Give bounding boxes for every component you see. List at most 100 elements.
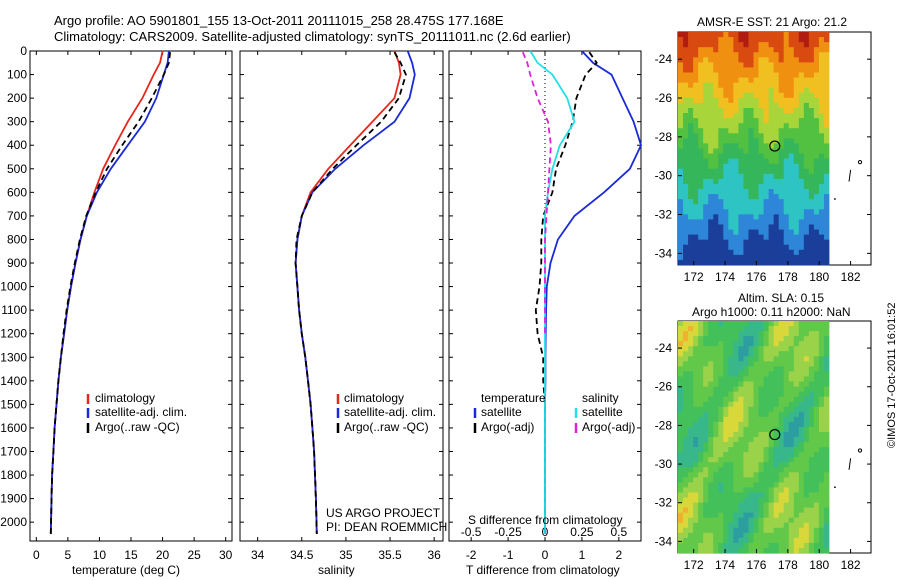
sst-map-cell [683,229,689,236]
sla-map-cell [723,512,729,519]
sst-map-cell [693,239,699,246]
sla-map-cell [798,482,805,488]
sst-map-cell [718,153,724,160]
sst-map-cell [793,189,800,195]
sst-map-cell [743,239,749,246]
sst-map-cell [798,72,805,78]
sla-map-cell [683,371,689,377]
sla-map-cell [778,517,785,524]
sla-map-cell [713,547,719,554]
sla-map-cell [733,396,739,403]
sst-map-cell [753,153,759,160]
sla-map-cell [763,452,769,458]
sst-map-cell [693,87,699,94]
sla-map-cell [823,386,830,393]
sal-legend-sat: satellite-adj. clim. [344,405,437,419]
sst-map-cell [793,82,800,89]
sst-map-cell [803,173,810,180]
sla-map-cell [678,512,684,519]
sst-map-cell [728,244,734,251]
sst-map-cell [758,123,764,129]
sst-map-cell [788,107,795,114]
sst-map-cell [808,204,815,210]
sst-map-cell [723,239,729,246]
sla-map-cell [788,401,795,408]
sst-map-cell [748,82,754,89]
sla-map-cell [678,542,684,549]
sst-map-cell [733,194,739,200]
sst-map-cell [778,47,785,53]
sst-map-cell [698,138,704,144]
sla-map-xtick-label: 180 [809,558,829,572]
sla-map-cell [698,497,704,503]
sla-map-cell [763,522,769,529]
sla-map-cell [793,477,800,483]
sst-map-cell [813,254,820,261]
sla-map-cell [683,366,689,372]
sst-map-cell [718,128,724,134]
sst-map-cell [743,199,749,205]
sla-map-cell [798,321,805,327]
sla-map-cell [803,371,810,377]
sst-map-cell [683,219,689,225]
sst-map-cell [688,183,694,190]
sla-map-cell [803,356,810,362]
sst-map-cell [733,102,739,109]
sst-map-cell [803,92,810,99]
sla-map-cell [738,431,744,438]
sst-map-cell [748,168,754,175]
sla-map-cell [683,341,689,347]
sla-map-cell [763,411,769,418]
sla-map-cell [793,336,800,342]
sst-map-cell [728,138,734,144]
sla-map-cell [708,401,714,408]
sst-map-cell [773,194,780,200]
sst-map-cell [698,173,704,180]
sst-map-cell [743,219,749,225]
sst-map-cell [798,77,805,84]
sst-map-cell [703,239,709,246]
sst-map-cell [708,199,714,205]
sla-map-cell [758,482,764,488]
sst-map-cell [793,37,800,43]
sla-map-cell [728,487,734,493]
sst-map-cell [723,194,729,200]
sst-map-cell [688,133,694,139]
sla-map-cell [688,366,694,372]
sst-map-cell [688,239,694,246]
sst-map-cell [808,148,815,154]
sst-map-cell [793,143,800,149]
sst-map-cell [713,214,719,220]
sla-map-cell [743,396,749,403]
sla-map-cell [768,522,775,529]
sla-map-cell [763,492,769,498]
sst-map-cell [698,82,704,89]
sla-map-cell [798,431,805,438]
sla-map-cell [793,421,800,428]
sla-map-cell [698,472,704,478]
sst-map-cell [733,47,739,53]
sla-map-cell [823,437,830,443]
sla-map-cell [798,462,805,468]
sst-map-cell [758,199,764,205]
sst-map-cell [703,113,709,119]
sla-map-cell [693,447,699,453]
sst-map-cell [813,148,820,154]
sst-map-cell [753,37,759,43]
sst-map-cell [773,118,780,124]
sla-map-cell [728,437,734,443]
sst-map-cell [698,163,704,170]
sla-map-cell [778,472,785,478]
sst-map-cell [798,209,805,215]
sst-map-cell [808,47,815,53]
sla-map-cell [758,477,764,483]
sst-map-cell [743,67,749,73]
sst-map-cell [748,143,754,149]
sla-map-cell [678,321,684,327]
sst-map-cell [708,102,714,109]
sst-map-cell [753,57,759,63]
sla-map-cell [798,376,805,382]
sst-map-cell [753,229,759,236]
sla-map-cell [693,406,699,413]
sla-map-cell [813,351,820,357]
